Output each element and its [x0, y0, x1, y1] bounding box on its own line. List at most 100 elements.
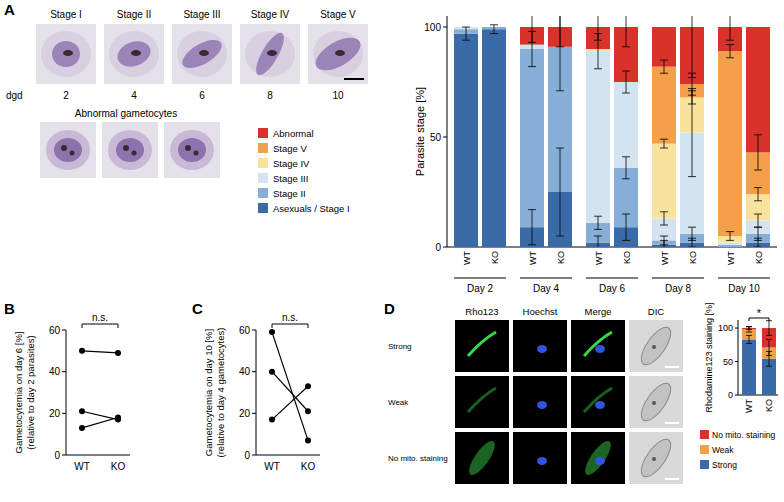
- error-bar: [660, 212, 668, 225]
- error-bar: [660, 139, 668, 148]
- y-label: (relative to day 4 gametocytes): [215, 328, 226, 458]
- micrograph: [455, 432, 509, 484]
- error-bar: [726, 45, 734, 58]
- legend-label: Weak: [712, 445, 734, 455]
- group-label: Day 10: [728, 283, 760, 294]
- micrograph-bg: [308, 24, 368, 84]
- x-label: KO: [490, 251, 500, 264]
- error-cap: [660, 139, 668, 140]
- pigment: [123, 145, 129, 151]
- pair-line: [82, 411, 118, 419]
- column-label: Merge: [585, 306, 612, 317]
- tick-label: 0: [244, 450, 250, 461]
- legend-swatch: [258, 158, 268, 168]
- tick: [252, 330, 256, 331]
- point: [269, 369, 275, 375]
- error-stem: [560, 16, 561, 91]
- error-cap: [754, 240, 762, 241]
- legend-swatch: [258, 143, 268, 153]
- bars: [454, 16, 770, 247]
- dgd-value: 8: [267, 90, 273, 101]
- micrograph: [102, 122, 158, 178]
- error-cap: [688, 176, 696, 177]
- error-cap: [594, 229, 602, 230]
- error-bar: [622, 214, 630, 240]
- tick-label: 60: [239, 325, 251, 336]
- micrograph-bg: [240, 24, 300, 84]
- bar-segment: [586, 51, 610, 223]
- parasite: [178, 34, 226, 73]
- micrograph-bg: [571, 432, 625, 484]
- legend-swatch: [258, 128, 268, 138]
- pair-line: [272, 386, 308, 419]
- error-stem: [758, 214, 759, 227]
- panel-letter: C: [192, 300, 203, 317]
- error-cap: [528, 66, 536, 67]
- error-stem: [466, 27, 467, 40]
- micrograph: [629, 320, 683, 372]
- error-cap: [746, 343, 752, 344]
- rbc: [41, 31, 91, 77]
- mito-signal: [468, 332, 496, 356]
- dgd-value: 6: [199, 90, 205, 101]
- bar-segment: [742, 339, 756, 395]
- micrograph: [571, 376, 625, 428]
- legend-label: No mito. staining: [712, 430, 776, 440]
- bar-segment: [454, 27, 478, 28]
- error-cap: [754, 170, 762, 171]
- error-stem: [532, 210, 533, 245]
- sig-bracket: [82, 324, 83, 328]
- nucleus: [537, 401, 547, 409]
- error-bar: [594, 16, 602, 40]
- nucleus: [595, 457, 605, 465]
- error-cap: [660, 211, 668, 212]
- cell: [636, 323, 676, 369]
- rbc: [170, 130, 214, 170]
- legend-swatch: [258, 173, 268, 183]
- pigment: [63, 50, 73, 56]
- micrograph: [240, 24, 300, 84]
- group-bracket: [454, 278, 506, 279]
- error-cap: [746, 335, 752, 336]
- tick: [62, 455, 66, 456]
- bar-segment: [718, 245, 742, 247]
- row-label: Weak: [388, 398, 409, 407]
- error-stem: [664, 60, 665, 73]
- stage-label: Stage IV: [251, 9, 290, 20]
- error-bar: [688, 89, 696, 177]
- bar-segment: [454, 27, 478, 28]
- error-stem: [692, 89, 693, 177]
- x-label: KO: [764, 399, 774, 412]
- error-bar: [622, 157, 630, 179]
- error-bar: [660, 60, 668, 73]
- tick: [252, 455, 256, 456]
- micrograph: [571, 320, 625, 372]
- legend-swatch: [258, 188, 268, 198]
- x-label: KO: [301, 461, 316, 472]
- tick-label: 100: [424, 22, 441, 33]
- sig-bracket: [749, 318, 750, 321]
- column-label: DIC: [648, 306, 665, 317]
- micrograph-bg: [513, 432, 567, 484]
- rbc: [109, 31, 159, 77]
- tick: [443, 247, 447, 248]
- error-bar: [660, 236, 668, 245]
- error-stem: [692, 16, 693, 78]
- tick-label: 20: [49, 408, 61, 419]
- micrograph-bg: [172, 24, 232, 84]
- error-bar: [688, 227, 696, 240]
- dgd-label: dgd: [6, 90, 23, 101]
- error-bar: [556, 16, 564, 91]
- error-cap: [746, 326, 752, 327]
- micrograph-bg: [455, 320, 509, 372]
- row-label: Strong: [388, 342, 412, 351]
- y-label: Rhodamine123 staining [%]: [704, 302, 714, 412]
- rbc: [108, 130, 152, 170]
- legend-label: Stage V: [273, 143, 307, 154]
- error-bar: [746, 327, 752, 332]
- error-stem: [664, 236, 665, 245]
- tick-label: 20: [239, 408, 251, 419]
- error-stem: [598, 216, 599, 229]
- error-bar: [688, 16, 696, 78]
- tick-label: 50: [723, 357, 733, 367]
